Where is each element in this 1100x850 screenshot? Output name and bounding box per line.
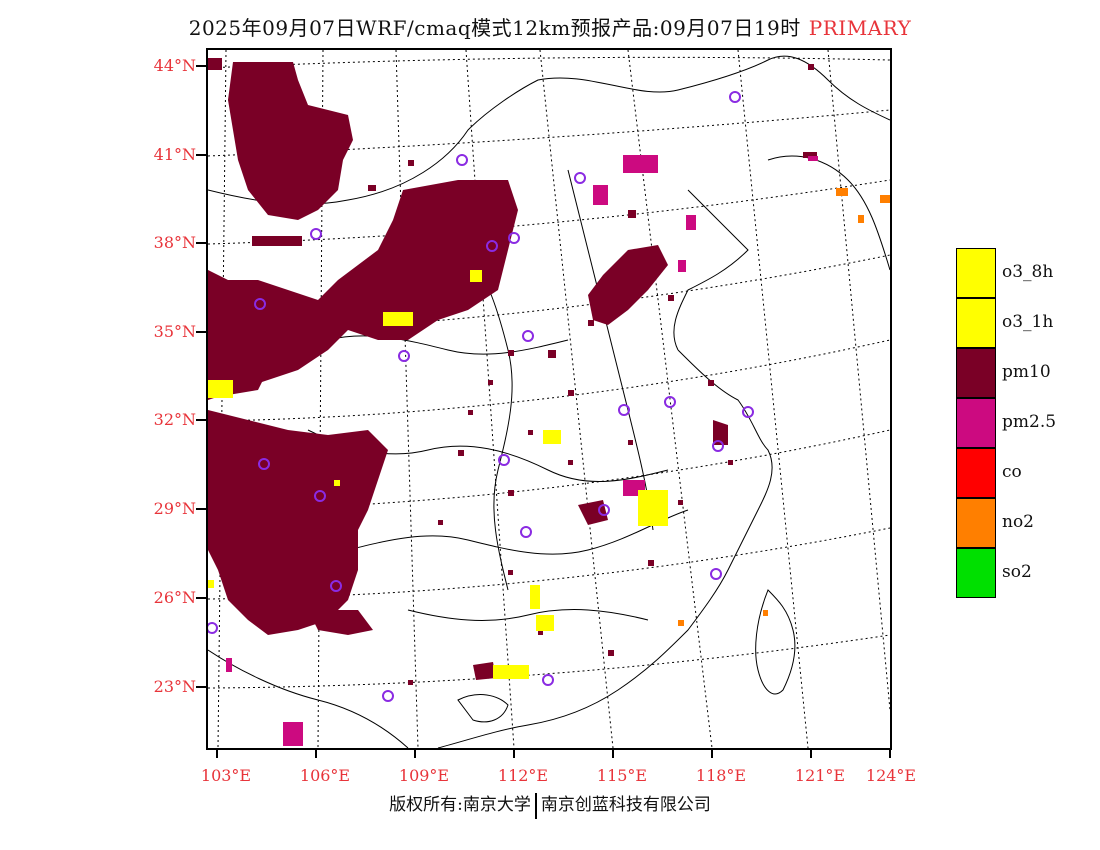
stations	[208, 91, 754, 702]
lat-tick	[196, 419, 206, 421]
o3-areas	[208, 270, 668, 679]
lat-label-35: 35°N	[153, 322, 196, 341]
legend-label: no2	[1002, 512, 1034, 532]
meridian-115	[539, 50, 614, 748]
legend-label: pm10	[1002, 362, 1051, 382]
legend-item-so2: so2	[956, 548, 1032, 598]
lat-label-29: 29°N	[153, 499, 196, 518]
meridian-124	[827, 50, 890, 711]
legend-label: o3_8h	[1002, 262, 1054, 282]
lon-label-118: 118°E	[695, 766, 747, 785]
lat-tick	[196, 597, 206, 599]
lat-label-41: 41°N	[153, 145, 196, 164]
lon-tick	[612, 750, 614, 758]
coast-bohai	[673, 189, 749, 351]
pm10-area-loess	[208, 180, 518, 400]
province-line-6	[567, 169, 654, 531]
lon-label-124: 124°E	[865, 766, 917, 785]
island-taiwan	[755, 589, 796, 695]
legend-item-no2: no2	[956, 498, 1034, 548]
legend-label: o3_1h	[1002, 312, 1054, 332]
map-title: 2025年09月07日WRF/cmaq模式12km预报产品:09月07日19时 P…	[0, 12, 1100, 41]
legend-label: pm2.5	[1002, 412, 1057, 432]
lon-tick	[889, 750, 891, 758]
pm10-area-east	[713, 420, 728, 445]
lon-tick	[513, 750, 515, 758]
legend-swatch	[956, 348, 996, 398]
lat-tick	[196, 154, 206, 156]
lon-label-106: 106°E	[299, 766, 351, 785]
parallel-44	[208, 56, 890, 69]
pm10-area-south	[308, 610, 373, 635]
legend-swatch	[956, 298, 996, 348]
pm10-areas	[208, 62, 728, 680]
province-line-3	[347, 509, 689, 555]
lat-label-32: 32°N	[153, 410, 196, 429]
lon-tick	[216, 750, 218, 758]
legend-swatch	[956, 398, 996, 448]
legend: o3_8h o3_1h pm10 pm2.5 co no2 so2	[956, 248, 1056, 598]
island-hainan-edge	[457, 694, 509, 723]
lat-label-26: 26°N	[153, 588, 196, 607]
parallel-32	[208, 339, 890, 422]
legend-item-o3-1h: o3_1h	[956, 298, 1053, 348]
lat-tick	[196, 242, 206, 244]
legend-item-pm10: pm10	[956, 348, 1051, 398]
footer-left: 版权所有:南京大学	[389, 795, 531, 815]
lon-label-115: 115°E	[596, 766, 648, 785]
lon-tick	[810, 750, 812, 758]
legend-item-co: co	[956, 448, 1026, 498]
lat-label-23: 23°N	[153, 677, 196, 696]
pm10-pixels	[208, 58, 817, 685]
border-southwest	[208, 649, 409, 748]
no2-areas	[678, 188, 890, 626]
legend-item-pm25: pm2.5	[956, 398, 1056, 448]
parallel-23	[208, 634, 890, 689]
province-line-5	[467, 249, 513, 591]
lat-tick	[196, 65, 206, 67]
lon-tick	[414, 750, 416, 758]
legend-swatch	[956, 448, 996, 498]
meridian-103	[217, 50, 227, 748]
lat-label-38: 38°N	[153, 233, 196, 252]
border-northeast	[767, 155, 890, 271]
coast-east	[437, 349, 773, 748]
legend-swatch	[956, 248, 996, 298]
footer-right: 南京创蓝科技有限公司	[540, 795, 711, 815]
lat-tick	[196, 686, 206, 688]
parallel-38	[208, 179, 890, 245]
footer-separator	[534, 792, 537, 819]
pm10-area-guangdong	[473, 662, 496, 680]
lon-tick	[315, 750, 317, 758]
border-north	[208, 55, 890, 205]
legend-swatch	[956, 498, 996, 548]
legend-item-o3-8h: o3_8h	[956, 248, 1053, 298]
lon-label-103: 103°E	[200, 766, 252, 785]
lon-label-121: 121°E	[794, 766, 846, 785]
map-panel	[206, 48, 892, 750]
pm10-area-sichuan	[208, 410, 388, 635]
lat-label-44: 44°N	[153, 56, 196, 75]
pm10-area-gansu	[228, 62, 353, 220]
graticule	[208, 50, 890, 748]
meridian-121	[737, 50, 809, 748]
lon-label-112: 112°E	[497, 766, 549, 785]
meridian-109	[395, 50, 419, 748]
meridian-118	[627, 50, 713, 748]
province-line-4	[407, 609, 649, 621]
lat-tick	[196, 508, 206, 510]
copyright-footer: 版权所有:南京大学 南京创蓝科技有限公司	[0, 790, 1100, 819]
legend-swatch	[956, 548, 996, 598]
pm10-area-north-china	[588, 245, 668, 325]
lat-tick	[196, 331, 206, 333]
pm10-area-central	[578, 500, 608, 525]
meridian-112	[465, 50, 515, 748]
lon-label-109: 109°E	[398, 766, 450, 785]
lon-tick	[711, 750, 713, 758]
title-tag: PRIMARY	[808, 16, 912, 40]
map-canvas	[208, 50, 890, 748]
legend-label: so2	[1002, 562, 1032, 582]
title-main: 2025年09月07日WRF/cmaq模式12km预报产品:09月07日19时	[188, 16, 801, 40]
legend-label: co	[1002, 462, 1022, 482]
